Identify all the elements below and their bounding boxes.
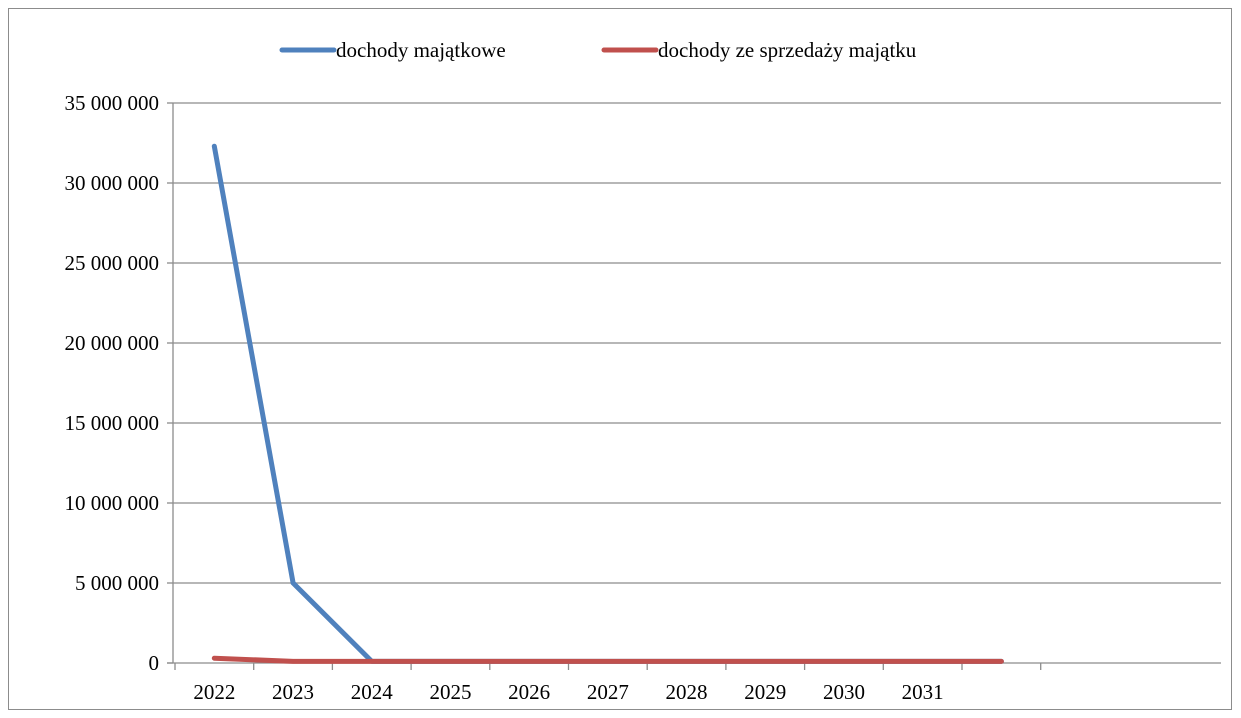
- y-tick-label: 25 000 000: [65, 251, 160, 275]
- axes: [167, 103, 1221, 670]
- y-tick-label: 15 000 000: [65, 411, 160, 435]
- y-tick-label: 5 000 000: [75, 571, 159, 595]
- x-tick-label: 2026: [508, 680, 550, 704]
- x-axis-tick-labels: 2022 2023 2024 2025 2026 2027 2028 2029 2030 2031: [193, 680, 943, 704]
- legend: dochody majątkowe dochody ze sprzedaży ma…: [279, 38, 917, 62]
- legend-label-1: dochody majątkowe: [336, 38, 506, 62]
- legend-label-2: dochody ze sprzedaży majątku: [658, 38, 917, 62]
- series-lines: [211, 143, 1004, 664]
- x-tick-label: 2024: [351, 680, 394, 704]
- x-tick-label: 2022: [193, 680, 235, 704]
- series-line-2: [211, 655, 1004, 664]
- x-tick-label: 2025: [429, 680, 471, 704]
- x-tick-label: 2029: [744, 680, 786, 704]
- y-axis-tick-labels: 0 5 000 000 10 000 000 15 000 000 20 000 000…: [65, 91, 160, 675]
- series-line-1: [211, 143, 1004, 664]
- x-tick-label: 2028: [666, 680, 708, 704]
- x-tick-label: 2031: [902, 680, 944, 704]
- y-tick-label: 10 000 000: [65, 491, 160, 515]
- gridlines: [167, 102, 1221, 664]
- x-tick-label: 2027: [587, 680, 629, 704]
- x-tick-label: 2023: [272, 680, 314, 704]
- chart-frame: [8, 8, 1232, 710]
- x-tick-label: 2030: [823, 680, 865, 704]
- y-tick-label: 35 000 000: [65, 91, 160, 115]
- y-tick-label: 30 000 000: [65, 171, 160, 195]
- y-tick-label: 0: [149, 651, 160, 675]
- y-tick-label: 20 000 000: [65, 331, 160, 355]
